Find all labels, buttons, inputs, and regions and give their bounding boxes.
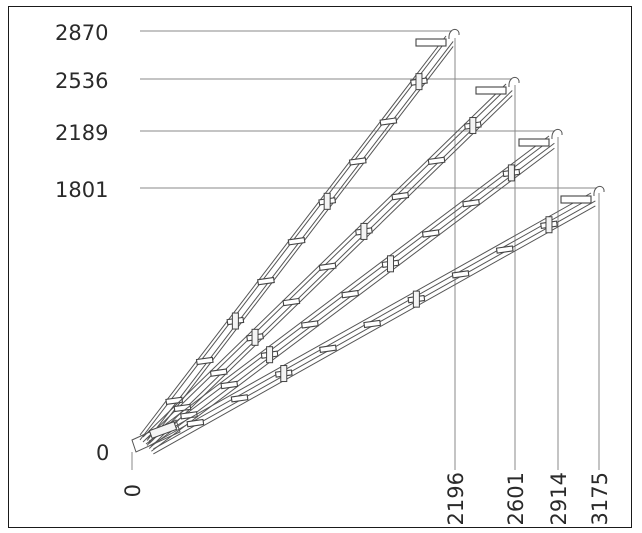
tread-2-7 bbox=[391, 191, 410, 201]
bracket-3-3 bbox=[266, 346, 274, 364]
dimension-guides bbox=[131, 30, 600, 470]
tread-4-4 bbox=[319, 344, 337, 353]
bracket-1-9 bbox=[415, 73, 423, 91]
length-label-2601: 2601 bbox=[504, 472, 528, 525]
bracket-4-3 bbox=[280, 365, 288, 383]
dimension-labels: 2870 2536 2189 1801 0 0 2196 2601 2914 3… bbox=[55, 21, 612, 525]
bracket-2-6 bbox=[360, 222, 368, 240]
tread-1-8 bbox=[379, 117, 398, 126]
landing-3 bbox=[518, 138, 550, 147]
height-label-2189: 2189 bbox=[55, 121, 108, 145]
stringer-4-2 bbox=[153, 205, 596, 455]
bracket-2-9 bbox=[469, 117, 477, 135]
bracket-1-6 bbox=[323, 192, 331, 210]
tread-2-8 bbox=[427, 156, 446, 166]
tread-3-7 bbox=[421, 229, 440, 238]
tread-2-1 bbox=[173, 403, 192, 413]
bracket-4-6 bbox=[412, 290, 420, 308]
height-label-2536: 2536 bbox=[55, 69, 108, 93]
stringer-3-2 bbox=[151, 147, 555, 452]
bracket-3-6 bbox=[386, 255, 394, 273]
tread-3-5 bbox=[341, 289, 360, 299]
height-label-1801: 1801 bbox=[55, 178, 108, 202]
tread-4-1 bbox=[186, 418, 205, 428]
length-label-2914: 2914 bbox=[547, 472, 571, 525]
tread-3-4 bbox=[300, 320, 319, 329]
tread-2-4 bbox=[282, 297, 301, 307]
landing-2 bbox=[475, 86, 507, 95]
stringer-2-3 bbox=[142, 83, 507, 438]
tread-3-8 bbox=[462, 198, 480, 208]
tread-4-2 bbox=[230, 394, 249, 403]
landing-4 bbox=[560, 195, 592, 204]
bracket-1-3 bbox=[231, 312, 239, 330]
tread-4-5 bbox=[363, 319, 382, 329]
stringer-1-2 bbox=[146, 46, 454, 446]
handrail-hook-2 bbox=[508, 77, 520, 88]
handrail-hook-4 bbox=[593, 186, 605, 197]
length-label-origin: 0 bbox=[121, 484, 145, 497]
bracket-3-9 bbox=[507, 164, 515, 182]
tread-2-5 bbox=[318, 262, 337, 271]
stringer-1-3 bbox=[139, 35, 447, 436]
tread-1-7 bbox=[348, 157, 367, 166]
base-block bbox=[148, 421, 178, 439]
length-label-3175: 3175 bbox=[588, 472, 612, 525]
length-label-2196: 2196 bbox=[444, 472, 468, 525]
stair-models bbox=[131, 29, 605, 455]
height-label-2870: 2870 bbox=[55, 21, 108, 45]
height-label-origin: 0 bbox=[96, 441, 109, 465]
tread-4-8 bbox=[495, 245, 514, 254]
stringer-4-3 bbox=[148, 192, 592, 442]
tread-3-2 bbox=[220, 380, 239, 390]
tread-1-2 bbox=[195, 356, 214, 366]
bracket-2-3 bbox=[251, 328, 259, 346]
landing-1 bbox=[415, 38, 447, 47]
tread-1-5 bbox=[287, 237, 306, 246]
tread-1-4 bbox=[257, 276, 275, 286]
handrail-hook-3 bbox=[551, 129, 563, 140]
bracket-4-9 bbox=[545, 216, 553, 234]
tread-2-2 bbox=[209, 368, 228, 377]
stringer-3-3 bbox=[145, 135, 550, 440]
handrail-hook-1 bbox=[448, 29, 460, 40]
stringer-2-2 bbox=[148, 95, 513, 449]
tread-4-7 bbox=[451, 270, 470, 279]
